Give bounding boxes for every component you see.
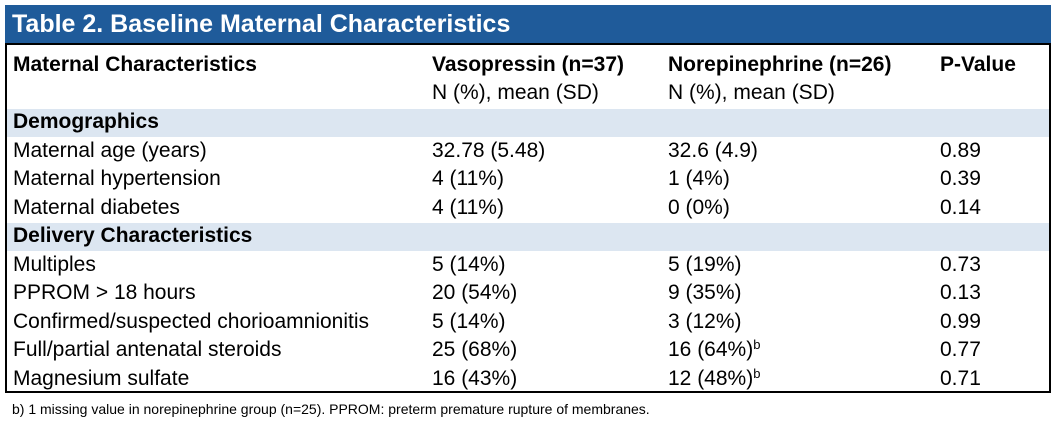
table-row: Maternal hypertension 4 (11%) 1 (4%) 0.39 <box>7 166 1049 194</box>
row-characteristic: Maternal age (years) <box>13 139 207 163</box>
row-p-value: 0.77 <box>940 338 981 362</box>
table-row: Maternal age (years) 32.78 (5.48) 32.6 (4.… <box>7 138 1049 166</box>
row-characteristic-text: Multiples <box>13 252 96 276</box>
row-characteristic: Full/partial antenatal steroids <box>13 338 281 362</box>
row-norepinephrine-value-text: 9 (35%) <box>668 281 742 304</box>
row-p-value-text: 0.39 <box>940 167 981 190</box>
header-vasopressin: Vasopressin (n=37) <box>432 53 625 76</box>
row-norepinephrine-value: 3 (12%) <box>668 310 742 334</box>
table-title: Table 2. Baseline Maternal Characteristi… <box>5 5 1051 43</box>
section-label: Delivery Characteristics <box>13 224 253 247</box>
row-norepinephrine-value: 32.6 (4.9) <box>668 139 758 163</box>
row-norepinephrine-value-text: 1 (4%) <box>668 167 730 190</box>
row-norepinephrine-value: 5 (19%) <box>668 253 742 277</box>
row-vasopressin-value-text: 4 (11%) <box>432 195 504 219</box>
row-characteristic: PPROM > 18 hours <box>13 281 196 305</box>
row-norepinephrine-value: 9 (35%) <box>668 281 742 305</box>
row-p-value: 0.73 <box>940 253 981 277</box>
row-p-value: 0.13 <box>940 281 981 305</box>
header-norepinephrine-units: N (%), mean (SD) <box>668 81 835 104</box>
table-header-row: Maternal Characteristics Vasopressin (n=… <box>7 53 1049 111</box>
row-characteristic: Maternal hypertension <box>13 167 221 191</box>
characteristics-table: Maternal Characteristics Vasopressin (n=… <box>5 43 1051 393</box>
row-norepinephrine-value: 0 (0%) <box>668 196 730 220</box>
table-row: Full/partial antenatal steroids 25 (68%) 1… <box>7 337 1049 365</box>
table-row: Magnesium sulfate 16 (43%) 12 (48%)b 0.71 <box>7 366 1049 394</box>
row-p-value-text: 0.89 <box>940 138 981 162</box>
header-p-value: P-Value <box>940 53 1016 76</box>
row-p-value: 0.89 <box>940 139 981 163</box>
row-norepinephrine-value-text: 16 (64%) <box>668 338 754 361</box>
row-p-value: 0.14 <box>940 196 981 220</box>
row-p-value-text: 0.71 <box>940 366 981 390</box>
row-vasopressin-value-text: 4 (11%) <box>432 167 504 190</box>
row-norepinephrine-value: 1 (4%) <box>668 167 730 191</box>
row-vasopressin-value-text: 5 (14%) <box>432 252 506 276</box>
row-p-value-text: 0.99 <box>940 309 981 333</box>
row-norepinephrine-value-text: 32.6 (4.9) <box>668 138 758 162</box>
row-vasopressin-value-text: 5 (14%) <box>432 309 506 333</box>
header-characteristics: Maternal Characteristics <box>13 53 257 76</box>
row-vasopressin-value: 5 (14%) <box>432 310 506 334</box>
row-characteristic-text: Maternal age (years) <box>13 138 207 162</box>
row-norepinephrine-value-text: 0 (0%) <box>668 195 730 219</box>
footnote: b) 1 missing value in norepinephrine gro… <box>12 401 650 417</box>
row-characteristic: Maternal diabetes <box>13 196 180 220</box>
row-characteristic-text: Maternal diabetes <box>13 195 180 219</box>
row-vasopressin-value: 5 (14%) <box>432 253 506 277</box>
table-row: Confirmed/suspected chorioamnionitis 5 (1… <box>7 309 1049 337</box>
row-p-value-text: 0.73 <box>940 252 981 276</box>
section-label: Demographics <box>13 110 159 133</box>
row-vasopressin-value: 25 (68%) <box>432 338 517 362</box>
row-characteristic: Confirmed/suspected chorioamnionitis <box>13 310 369 334</box>
table-row: Maternal diabetes 4 (11%) 0 (0%) 0.14 <box>7 195 1049 223</box>
row-p-value: 0.39 <box>940 167 981 191</box>
row-characteristic-text: Confirmed/suspected chorioamnionitis <box>13 309 370 333</box>
section-header-row: Demographics <box>7 109 1049 137</box>
row-vasopressin-value-text: 32.78 (5.48) <box>432 138 546 162</box>
row-norepinephrine-value-text: 12 (48%) <box>668 366 754 390</box>
row-norepinephrine-value: 16 (64%)b <box>668 337 761 362</box>
table-row: Multiples 5 (14%) 5 (19%) 0.73 <box>7 252 1049 280</box>
row-vasopressin-value-text: 20 (54%) <box>432 281 518 304</box>
footnote-marker: b <box>753 337 761 352</box>
row-characteristic-text: Maternal hypertension <box>13 167 221 190</box>
row-characteristic-text: Full/partial antenatal steroids <box>13 338 282 361</box>
row-vasopressin-value: 20 (54%) <box>432 281 517 305</box>
row-vasopressin-value: 16 (43%) <box>432 367 517 391</box>
row-norepinephrine-value: 12 (48%)b <box>668 365 761 391</box>
row-norepinephrine-value-text: 5 (19%) <box>668 252 742 276</box>
header-vasopressin-units: N (%), mean (SD) <box>432 81 599 104</box>
footnote-marker: b <box>753 365 761 381</box>
row-characteristic-text: Magnesium sulfate <box>13 366 190 390</box>
row-p-value-text: 0.13 <box>940 281 981 304</box>
row-p-value-text: 0.14 <box>940 195 981 219</box>
row-p-value: 0.99 <box>940 310 981 334</box>
row-characteristic-text: PPROM > 18 hours <box>13 281 196 304</box>
row-p-value: 0.71 <box>940 367 981 391</box>
row-norepinephrine-value-text: 3 (12%) <box>668 309 742 333</box>
row-characteristic: Magnesium sulfate <box>13 367 189 391</box>
row-characteristic: Multiples <box>13 253 96 277</box>
header-norepinephrine: Norepinephrine (n=26) <box>668 53 892 76</box>
row-vasopressin-value-text: 16 (43%) <box>432 366 518 390</box>
section-header-row: Delivery Characteristics <box>7 223 1049 251</box>
row-p-value-text: 0.77 <box>940 338 981 361</box>
row-vasopressin-value: 4 (11%) <box>432 167 504 191</box>
row-vasopressin-value: 32.78 (5.48) <box>432 139 545 163</box>
table-row: PPROM > 18 hours 20 (54%) 9 (35%) 0.13 <box>7 280 1049 308</box>
row-vasopressin-value-text: 25 (68%) <box>432 338 518 361</box>
row-vasopressin-value: 4 (11%) <box>432 196 504 220</box>
